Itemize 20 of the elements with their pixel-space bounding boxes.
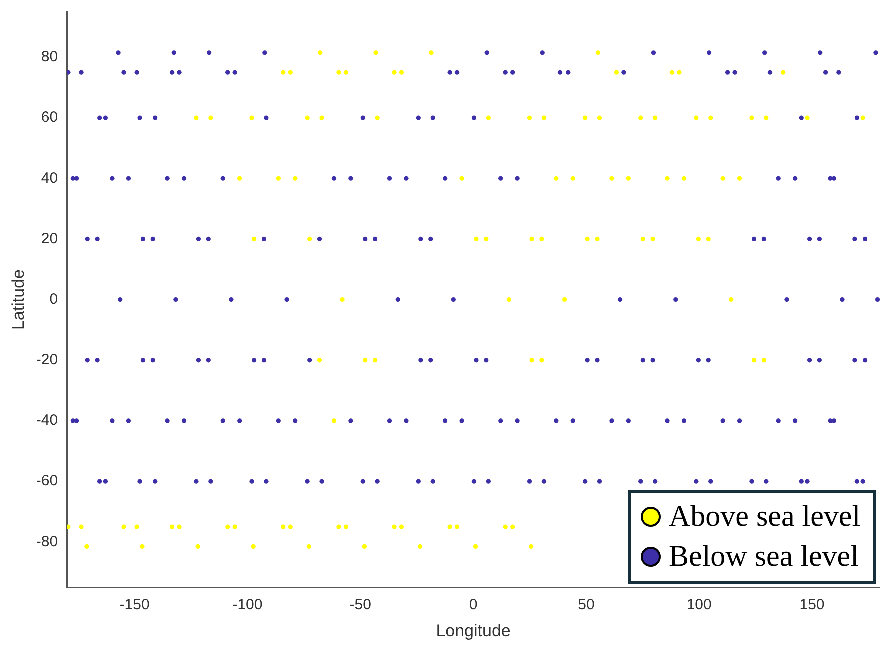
x-axis-title: Longitude [436, 621, 511, 640]
y-tick-label: 20 [41, 230, 58, 248]
x-tick-label: -50 [350, 596, 372, 614]
y-tick-label: -40 [36, 412, 58, 430]
x-tick-label: -100 [232, 596, 263, 614]
x-tick-label: 150 [800, 596, 825, 614]
y-tick-label: 40 [41, 170, 58, 187]
y-tick-label: -60 [36, 472, 58, 490]
y-axis-title: Latitude [8, 270, 28, 330]
x-tick-label: 0 [469, 596, 478, 614]
legend-label: Above sea level [669, 498, 861, 535]
legend-label: Below sea level [669, 538, 859, 575]
y-tick-label: -80 [36, 533, 58, 550]
y-tick-label: -20 [36, 352, 58, 369]
y-tick-label: 0 [50, 290, 58, 308]
x-tick-label: 50 [578, 596, 595, 614]
y-tick-label: 60 [41, 109, 58, 126]
x-tick-label: -150 [120, 596, 150, 614]
x-tick-label: 100 [686, 596, 712, 614]
y-tick-label: 80 [41, 48, 58, 66]
